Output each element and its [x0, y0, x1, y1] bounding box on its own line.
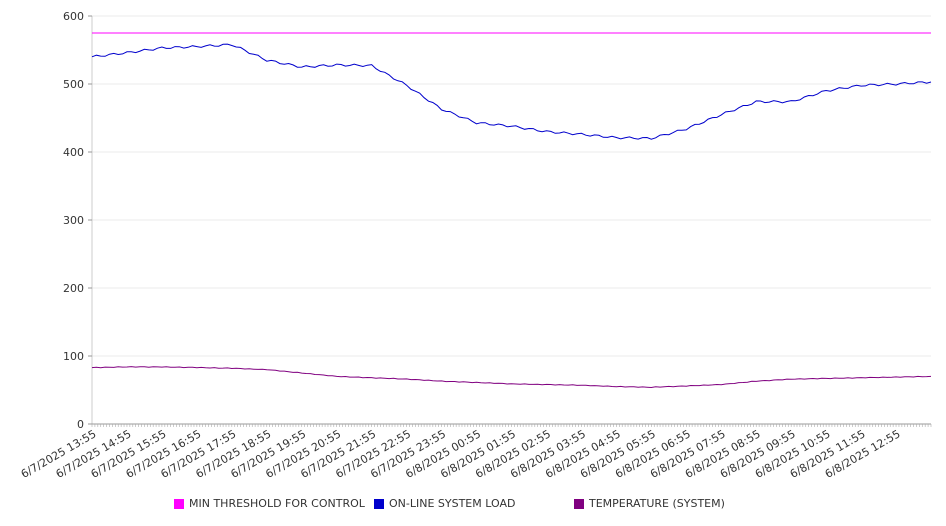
- y-tick-label: 300: [63, 214, 84, 227]
- legend-swatch-temperature: [574, 498, 584, 509]
- legend-swatch-system-load: [374, 498, 384, 509]
- series-lines: [91, 32, 932, 389]
- series-line-on-line-system-load: [91, 43, 932, 140]
- legend-swatch-min-threshold: [174, 498, 184, 509]
- y-tick-label: 600: [63, 10, 84, 23]
- y-tick-label: 0: [77, 418, 84, 431]
- y-tick-label: 200: [63, 282, 84, 295]
- legend-label-system-load: ON-LINE SYSTEM LOAD: [389, 497, 516, 510]
- y-tick-label: 500: [63, 78, 84, 91]
- grid-lines: [92, 15, 931, 357]
- y-tick-label: 100: [63, 350, 84, 363]
- legend: MIN THRESHOLD FOR CONTROL ON-LINE SYSTEM…: [174, 497, 914, 515]
- legend-label-temperature: TEMPERATURE (SYSTEM): [589, 497, 725, 510]
- y-axis-ticks: 0 100 200 300 400 500 600: [63, 10, 92, 431]
- legend-label-min-threshold: MIN THRESHOLD FOR CONTROL: [189, 497, 365, 510]
- legend-item-min-threshold: MIN THRESHOLD FOR CONTROL: [174, 497, 365, 510]
- legend-item-system-load: ON-LINE SYSTEM LOAD: [374, 497, 515, 510]
- x-axis-ticks: 6/7/2025 13:556/7/2025 14:556/7/2025 15:…: [19, 424, 932, 481]
- legend-item-temperature: TEMPERATURE (SYSTEM): [574, 497, 725, 510]
- y-tick-label: 400: [63, 146, 84, 159]
- series-line-temperature-system: [91, 366, 932, 389]
